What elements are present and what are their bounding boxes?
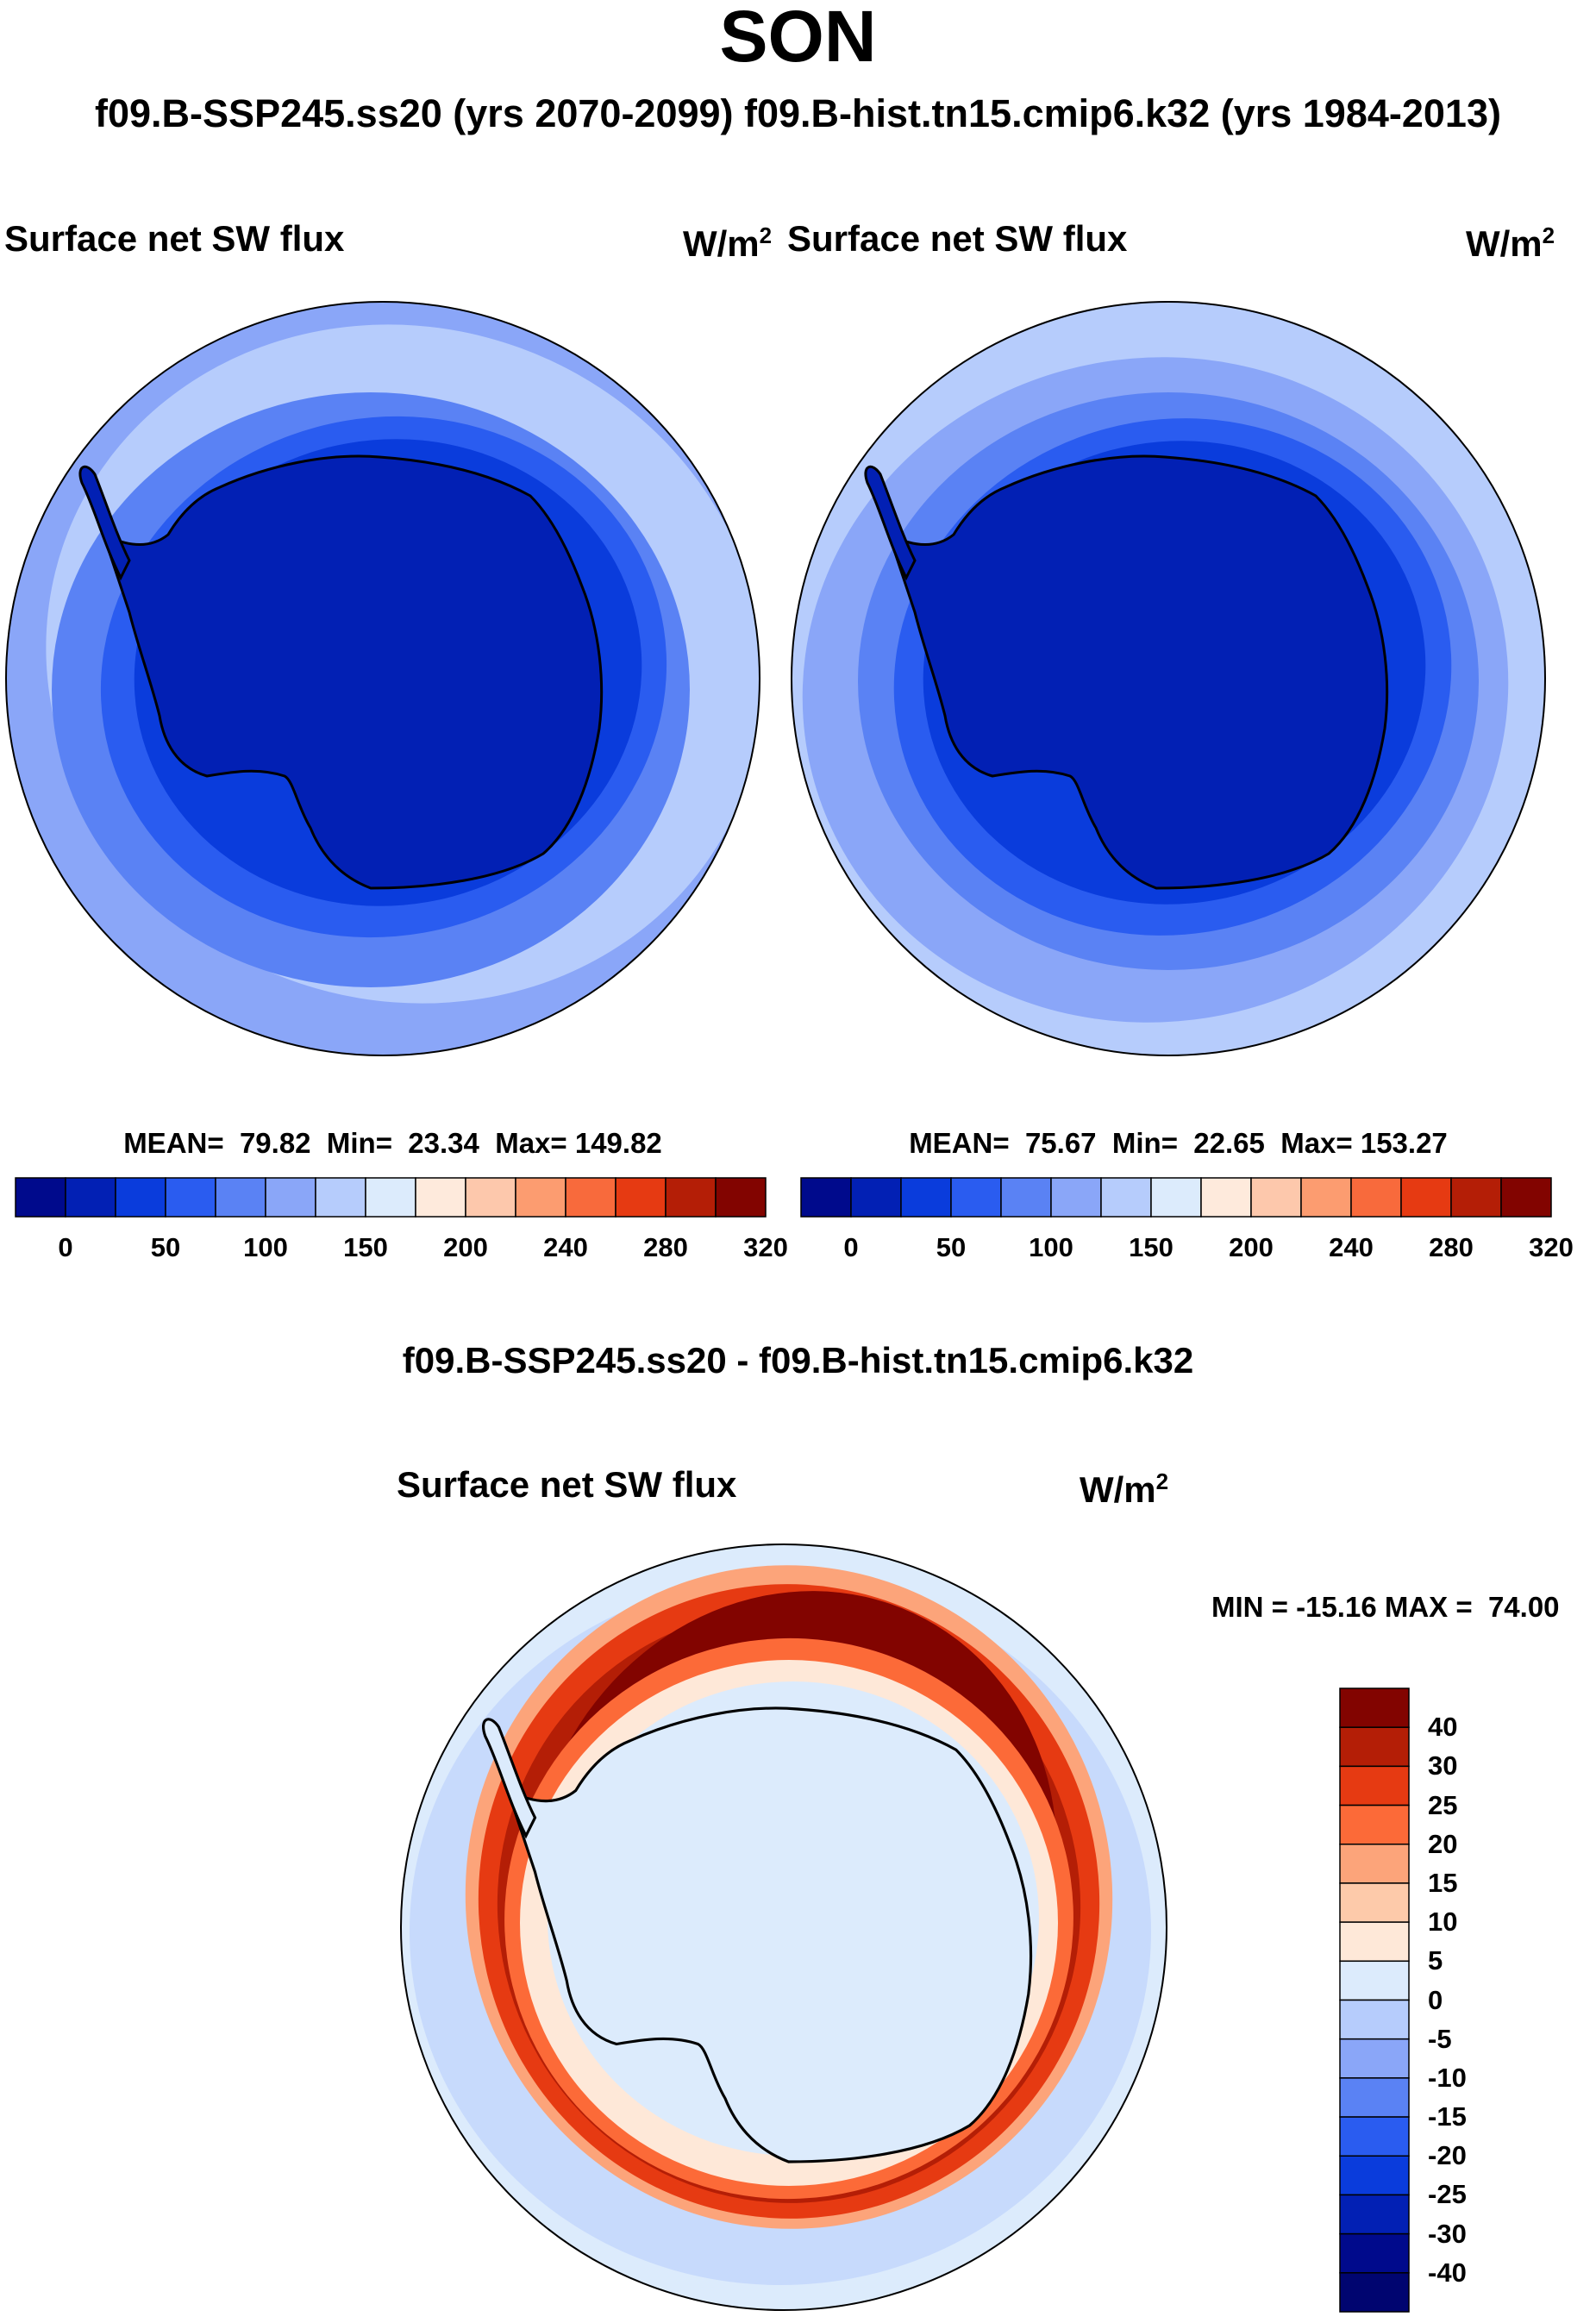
colorbar-tick-label: 25 — [1428, 1789, 1458, 1820]
colorbar-swatch — [900, 1177, 952, 1218]
colorbar-swatch — [1339, 1804, 1410, 1845]
colorbar-swatch — [465, 1177, 516, 1218]
panel2-map — [792, 302, 1545, 1055]
colorbar-swatch — [1100, 1177, 1152, 1218]
colorbar-swatch — [1350, 1177, 1402, 1218]
colorbar-swatch — [1400, 1177, 1452, 1218]
panel2-variable-label: Surface net SW flux — [787, 218, 1128, 259]
diff-title: f09.B-SSP245.ss20 - f09.B-hist.tn15.cmip… — [402, 1340, 1194, 1381]
colorbar-swatch — [665, 1177, 717, 1218]
colorbar-tick-label: 150 — [1129, 1232, 1174, 1262]
colorbar-swatch — [1339, 2077, 1410, 2118]
colorbar-tick-label: -30 — [1428, 2218, 1467, 2249]
colorbar-tick-label: 30 — [1428, 1750, 1458, 1781]
colorbar-tick-label: 0 — [843, 1232, 859, 1262]
colorbar-swatch — [1250, 1177, 1302, 1218]
colorbar-tick-label: 0 — [58, 1232, 73, 1262]
diff-map — [401, 1544, 1167, 2310]
colorbar-swatch — [1450, 1177, 1502, 1218]
colorbar-swatch — [265, 1177, 316, 1218]
colorbar-tick-label: 0 — [1428, 1984, 1443, 2015]
colorbar-tick-label: 150 — [343, 1232, 388, 1262]
colorbar-tick-label: 320 — [743, 1232, 788, 1262]
colorbar-tick-label: 240 — [543, 1232, 588, 1262]
colorbar-swatch — [515, 1177, 566, 1218]
colorbar-tick-label: -20 — [1428, 2140, 1467, 2171]
colorbar-swatch — [315, 1177, 366, 1218]
colorbar-swatch — [1339, 2272, 1410, 2313]
colorbar-tick-label: 320 — [1529, 1232, 1574, 1262]
colorbar-tick-label: 100 — [1029, 1232, 1073, 1262]
colorbar-swatch — [1339, 1765, 1410, 1806]
colorbar-swatch — [1339, 2155, 1410, 2196]
colorbar-swatch — [1339, 1844, 1410, 1884]
colorbar-tick-label: -15 — [1428, 2101, 1467, 2132]
colorbar-swatch — [165, 1177, 216, 1218]
panel1-variable-label: Surface net SW flux — [4, 218, 345, 259]
colorbar-swatch — [1200, 1177, 1252, 1218]
colorbar-tick-label: 50 — [936, 1232, 967, 1262]
panel1-stats: MEAN= 79.82 Min= 23.34 Max= 149.82 — [123, 1127, 662, 1159]
colorbar-swatch — [1339, 1921, 1410, 1963]
colorbar-tick-label: -5 — [1428, 2023, 1452, 2054]
colorbar-tick-label: 40 — [1428, 1712, 1458, 1743]
colorbar-swatch — [1050, 1177, 1102, 1218]
panel1-colorbar — [15, 1177, 767, 1218]
diff-units-label: W/m2 — [1080, 1468, 1169, 1510]
colorbar-swatch — [565, 1177, 616, 1218]
panel1-units-label: W/m2 — [683, 222, 773, 264]
colorbar-swatch — [1500, 1177, 1552, 1218]
panel2-colorbar — [800, 1177, 1552, 1218]
colorbar-swatch — [950, 1177, 1002, 1218]
colorbar-swatch — [1339, 2038, 1410, 2079]
colorbar-swatch — [1339, 2116, 1410, 2157]
colorbar-tick-label: -25 — [1428, 2179, 1467, 2210]
colorbar-swatch — [1339, 2194, 1410, 2235]
colorbar-tick-label: 100 — [243, 1232, 288, 1262]
colorbar-tick-label: 240 — [1329, 1232, 1374, 1262]
season-title: SON — [719, 0, 877, 77]
colorbar-swatch — [1339, 1726, 1410, 1768]
colorbar-swatch — [715, 1177, 767, 1218]
panel1-map — [6, 302, 760, 1055]
colorbar-tick-label: 10 — [1428, 1907, 1458, 1938]
colorbar-tick-label: -40 — [1428, 2257, 1467, 2288]
colorbar-swatch — [1339, 1882, 1410, 1923]
colorbar-swatch — [1339, 2232, 1410, 2274]
panel2-units-label: W/m2 — [1466, 222, 1555, 264]
colorbar-swatch — [65, 1177, 116, 1218]
colorbar-tick-label: -10 — [1428, 2062, 1467, 2093]
colorbar-tick-label: 5 — [1428, 1945, 1443, 1976]
colorbar-tick-label: 50 — [150, 1232, 181, 1262]
colorbar-swatch — [615, 1177, 667, 1218]
diff-variable-label: Surface net SW flux — [397, 1464, 737, 1505]
colorbar-swatch — [1339, 1960, 1410, 2001]
colorbar-swatch — [1150, 1177, 1202, 1218]
colorbar-swatch — [1339, 1687, 1410, 1728]
colorbar-tick-label: 200 — [1229, 1232, 1274, 1262]
panel2-stats: MEAN= 75.67 Min= 22.65 Max= 153.27 — [909, 1127, 1448, 1159]
colorbar-swatch — [365, 1177, 416, 1218]
colorbar-swatch — [115, 1177, 166, 1218]
colorbar-swatch — [1339, 1999, 1410, 2040]
colorbar-swatch — [850, 1177, 902, 1218]
colorbar-swatch — [215, 1177, 266, 1218]
case-subtitle: f09.B-SSP245.ss20 (yrs 2070-2099) f09.B-… — [95, 91, 1501, 135]
colorbar-tick-label: 280 — [1429, 1232, 1474, 1262]
colorbar-swatch — [15, 1177, 66, 1218]
colorbar-tick-label: 200 — [443, 1232, 488, 1262]
diff-minmax: MIN = -15.16 MAX = 74.00 — [1211, 1591, 1560, 1623]
colorbar-tick-label: 15 — [1428, 1867, 1458, 1898]
colorbar-swatch — [1000, 1177, 1052, 1218]
colorbar-swatch — [415, 1177, 466, 1218]
diff-colorbar — [1339, 1687, 1410, 2313]
colorbar-swatch — [1300, 1177, 1352, 1218]
colorbar-swatch — [800, 1177, 852, 1218]
colorbar-tick-label: 280 — [643, 1232, 688, 1262]
colorbar-tick-label: 20 — [1428, 1828, 1458, 1859]
